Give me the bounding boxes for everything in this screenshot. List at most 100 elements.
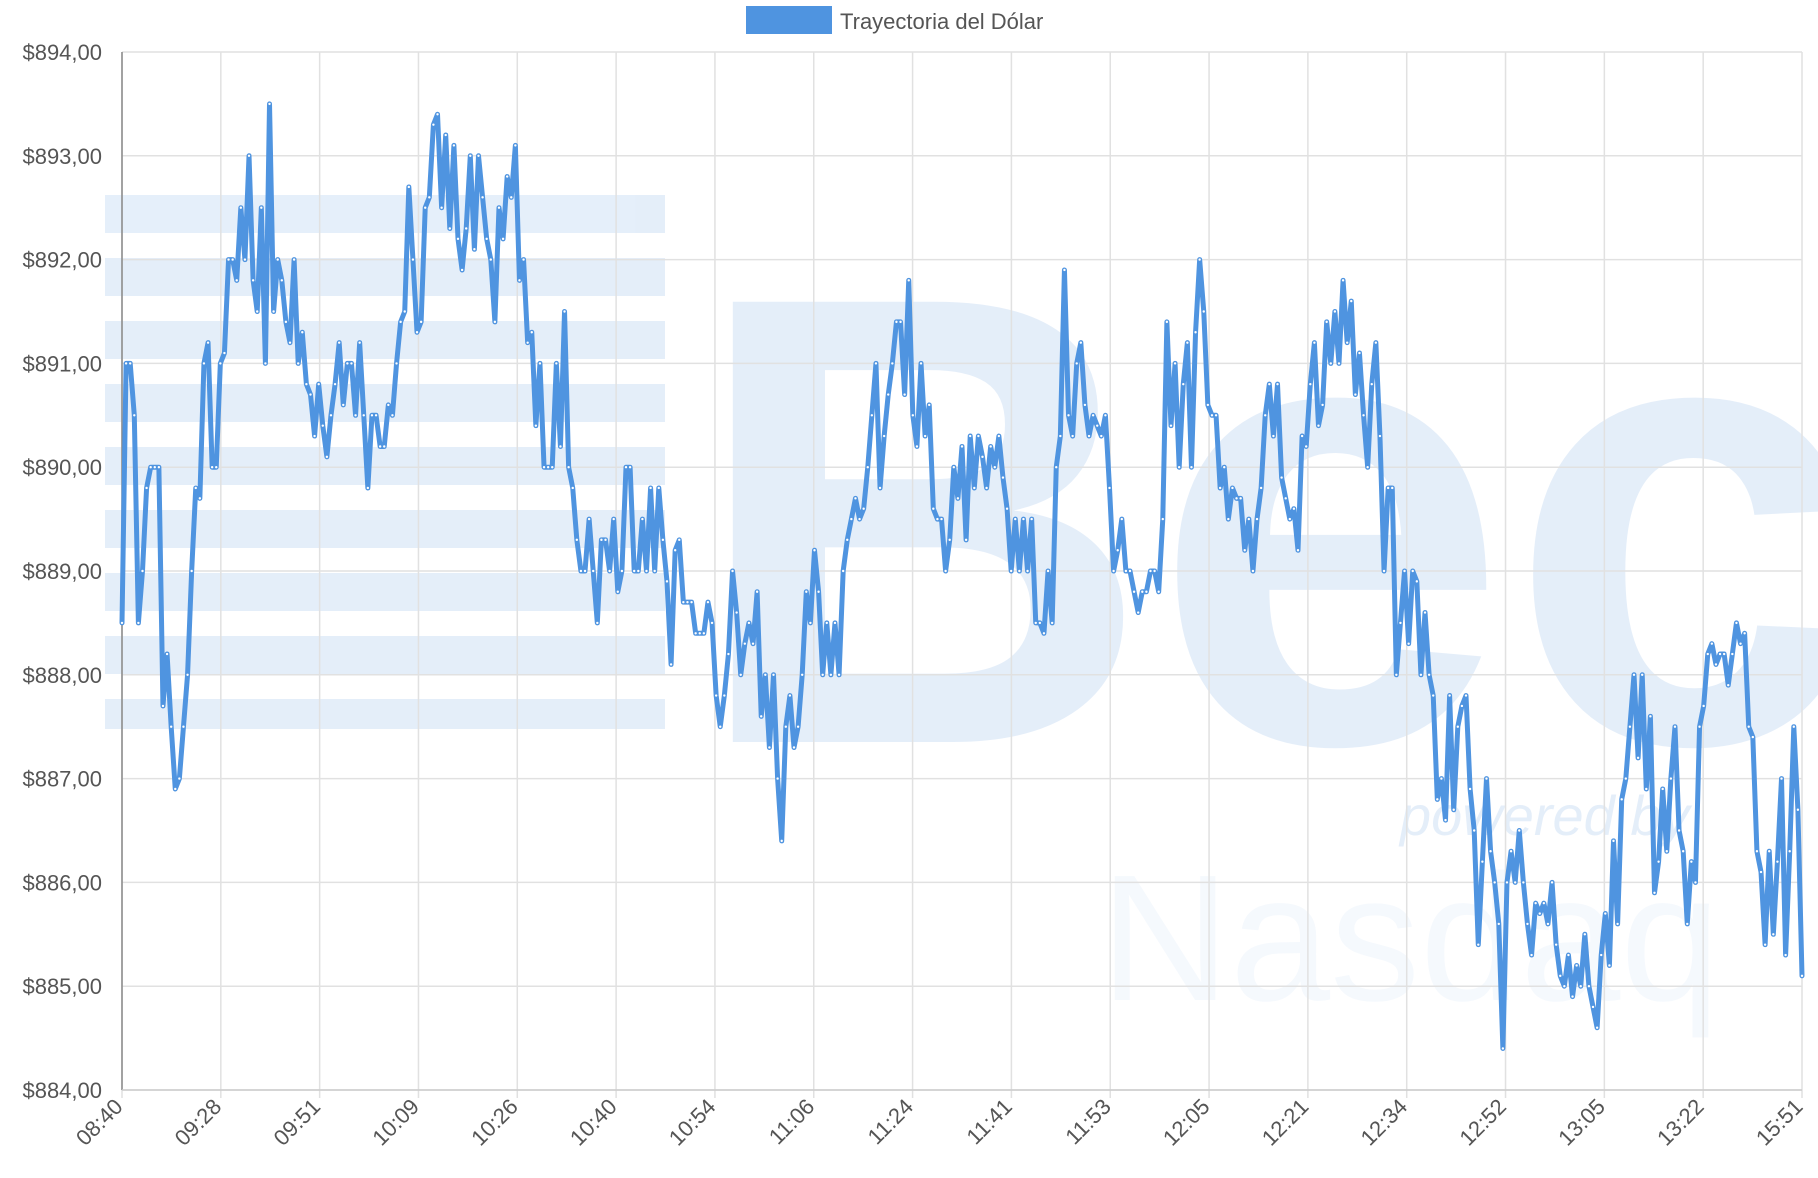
data-point	[624, 465, 629, 470]
data-point	[1209, 413, 1214, 418]
data-point	[976, 434, 981, 439]
data-point	[935, 517, 940, 522]
data-point	[820, 672, 825, 677]
data-point	[181, 724, 186, 729]
data-point	[201, 361, 206, 366]
data-point	[775, 776, 780, 781]
data-point	[755, 589, 760, 594]
data-point	[1074, 361, 1079, 366]
data-point	[283, 319, 288, 324]
data-point	[656, 485, 661, 490]
data-point	[902, 392, 907, 397]
data-point	[1619, 797, 1624, 802]
data-point	[689, 600, 694, 605]
data-point	[369, 413, 374, 418]
data-point	[427, 195, 432, 200]
y-tick-label: $894,00	[22, 40, 102, 65]
data-point	[1480, 859, 1485, 864]
data-point	[1173, 361, 1178, 366]
data-point	[1558, 973, 1563, 978]
data-point	[705, 600, 710, 605]
data-point	[886, 392, 891, 397]
data-point	[1320, 402, 1325, 407]
data-point	[197, 496, 202, 501]
data-point	[148, 465, 153, 470]
data-point	[550, 465, 555, 470]
data-point	[218, 361, 223, 366]
data-point	[1705, 652, 1710, 657]
data-point	[1492, 880, 1497, 885]
data-point	[1095, 423, 1100, 428]
data-point	[1496, 921, 1501, 926]
data-point	[189, 569, 194, 574]
x-tick-label: 15:51	[1751, 1094, 1808, 1151]
legend-swatch[interactable]	[746, 6, 832, 34]
data-point	[1070, 434, 1075, 439]
data-point	[914, 444, 919, 449]
data-point	[316, 382, 321, 387]
data-point	[923, 434, 928, 439]
data-point	[636, 569, 641, 574]
bec-nasdaq-watermark: Bec powered by Nasdaq	[105, 163, 1818, 1039]
legend-label[interactable]: Trayectoria del Dólar	[840, 9, 1043, 34]
data-point	[542, 465, 547, 470]
x-tick-label: 13:05	[1553, 1094, 1610, 1151]
data-point	[845, 537, 850, 542]
y-tick-label: $893,00	[22, 144, 102, 169]
data-point	[1128, 569, 1133, 574]
data-point	[1123, 569, 1128, 574]
chart-legend[interactable]: Trayectoria del Dólar	[746, 6, 1043, 34]
data-point	[419, 319, 424, 324]
data-point	[1640, 672, 1645, 677]
data-point	[1349, 299, 1354, 304]
data-point	[1361, 413, 1366, 418]
data-point	[796, 724, 801, 729]
data-point	[1263, 413, 1268, 418]
data-point	[1414, 579, 1419, 584]
data-point	[1250, 569, 1255, 574]
data-point	[955, 496, 960, 501]
data-point	[496, 205, 501, 210]
data-point	[140, 569, 145, 574]
data-point	[1332, 309, 1337, 314]
data-point	[787, 693, 792, 698]
data-point	[247, 153, 252, 158]
data-point	[308, 392, 313, 397]
data-point	[234, 278, 239, 283]
data-point	[1652, 890, 1657, 895]
data-point	[1418, 672, 1423, 677]
data-point	[1013, 517, 1018, 522]
data-point	[742, 641, 747, 646]
data-point	[156, 465, 161, 470]
data-point	[894, 319, 899, 324]
x-tick-label: 13:22	[1652, 1094, 1709, 1151]
data-point	[533, 423, 538, 428]
data-point	[1148, 569, 1153, 574]
data-point	[1410, 569, 1415, 574]
data-point	[1046, 569, 1051, 574]
data-point	[578, 569, 583, 574]
data-point	[1672, 724, 1677, 729]
data-point	[1062, 267, 1067, 272]
data-point	[1214, 413, 1219, 418]
y-tick-label: $892,00	[22, 248, 102, 273]
data-point	[1746, 724, 1751, 729]
data-point	[251, 278, 256, 283]
data-point	[878, 485, 883, 490]
data-point	[177, 776, 182, 781]
data-point	[849, 517, 854, 522]
data-point	[435, 112, 440, 117]
data-point	[312, 434, 317, 439]
data-point	[710, 620, 715, 625]
data-point	[1660, 786, 1665, 791]
data-point	[406, 184, 411, 189]
data-point	[558, 444, 563, 449]
data-point	[718, 724, 723, 729]
data-point	[697, 631, 702, 636]
x-tick-label: 12:05	[1158, 1094, 1215, 1151]
data-point	[1726, 683, 1731, 688]
data-point	[1754, 849, 1759, 854]
data-point	[1218, 485, 1223, 490]
data-point	[816, 589, 821, 594]
